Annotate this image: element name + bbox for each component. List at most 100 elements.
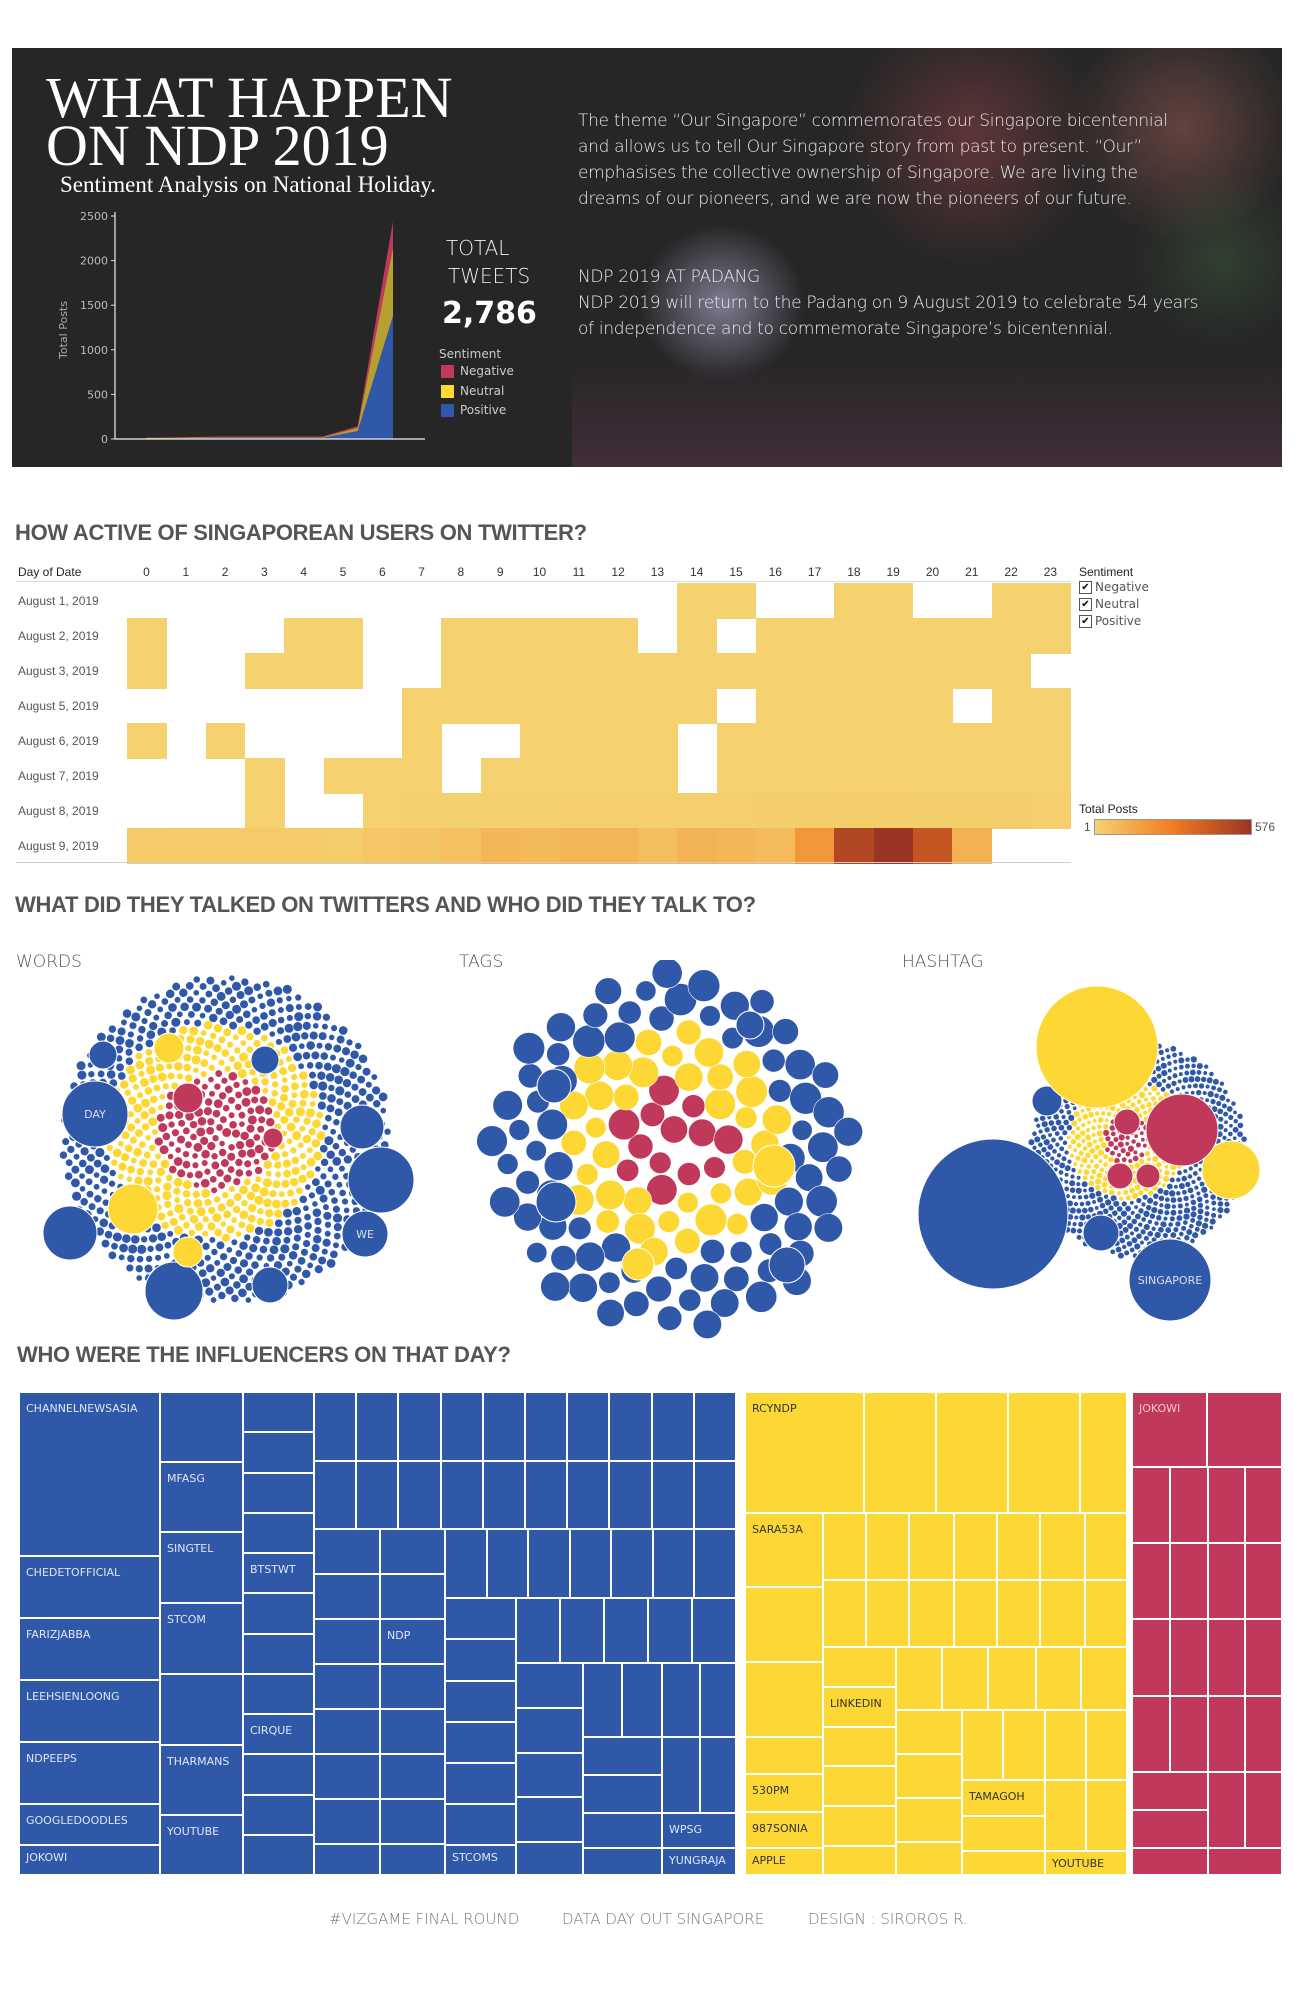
heatmap-cell[interactable] bbox=[323, 653, 364, 689]
heatmap-cell[interactable] bbox=[480, 793, 521, 829]
heatmap-cell[interactable] bbox=[520, 723, 560, 759]
treemap-cell[interactable] bbox=[398, 1392, 441, 1461]
treemap-cell[interactable] bbox=[1086, 1780, 1127, 1851]
treemap-cell[interactable] bbox=[692, 1598, 736, 1663]
heatmap-cell[interactable] bbox=[637, 828, 678, 864]
treemap-cell[interactable] bbox=[823, 1846, 896, 1875]
treemap-cell[interactable] bbox=[1086, 1710, 1127, 1780]
heatmap-cell[interactable] bbox=[873, 793, 914, 829]
checkbox[interactable]: ✔ bbox=[1079, 598, 1092, 611]
heatmap-cell[interactable] bbox=[952, 828, 993, 864]
treemap-cell[interactable] bbox=[583, 1848, 662, 1875]
heatmap-cell[interactable] bbox=[834, 583, 875, 619]
heatmap-cell[interactable] bbox=[716, 828, 757, 864]
treemap-cell[interactable] bbox=[988, 1647, 1036, 1710]
treemap-cell[interactable] bbox=[693, 1461, 736, 1529]
heatmap-cell[interactable] bbox=[991, 758, 1032, 794]
treemap-cell[interactable] bbox=[567, 1461, 610, 1529]
treemap-cell[interactable] bbox=[651, 1461, 694, 1529]
heatmap-cell[interactable] bbox=[244, 828, 285, 864]
treemap-cell[interactable] bbox=[1081, 1647, 1127, 1710]
heatmap-cell[interactable] bbox=[598, 723, 639, 759]
heatmap-cell[interactable] bbox=[480, 618, 521, 654]
heatmap-cell[interactable] bbox=[598, 688, 639, 724]
heatmap-cell[interactable] bbox=[637, 723, 678, 759]
heatmap-cell[interactable] bbox=[323, 618, 364, 654]
heatmap-cell[interactable] bbox=[913, 688, 953, 724]
treemap-cell[interactable] bbox=[909, 1580, 954, 1647]
heatmap-cell[interactable] bbox=[913, 828, 953, 864]
heatmap-cell[interactable] bbox=[1030, 688, 1071, 724]
heatmap-cell[interactable] bbox=[677, 688, 717, 724]
treemap-cell[interactable] bbox=[962, 1851, 1045, 1875]
heatmap-cell[interactable] bbox=[873, 688, 914, 724]
treemap-cell[interactable] bbox=[440, 1392, 483, 1461]
treemap-cell[interactable] bbox=[896, 1842, 962, 1875]
treemap-cell[interactable] bbox=[866, 1513, 909, 1580]
treemap-cell[interactable]: YOUTUBE bbox=[1045, 1851, 1127, 1875]
treemap-cell[interactable] bbox=[243, 1593, 314, 1634]
treemap-cell[interactable] bbox=[823, 1647, 896, 1687]
heatmap-cell[interactable] bbox=[362, 828, 403, 864]
treemap-cell[interactable] bbox=[445, 1681, 516, 1722]
heatmap-cell[interactable] bbox=[520, 618, 560, 654]
treemap-cell[interactable] bbox=[1208, 1543, 1245, 1619]
heatmap-cell[interactable] bbox=[520, 758, 560, 794]
treemap-cell[interactable] bbox=[693, 1392, 736, 1461]
treemap-cell[interactable] bbox=[823, 1513, 866, 1580]
heatmap-cell[interactable] bbox=[480, 828, 521, 864]
treemap-cell[interactable] bbox=[160, 1392, 243, 1462]
heatmap-cell[interactable] bbox=[362, 793, 403, 829]
heatmap-cell[interactable] bbox=[559, 653, 600, 689]
heatmap-cell[interactable] bbox=[991, 618, 1032, 654]
treemap-cell[interactable] bbox=[314, 1799, 380, 1844]
treemap-cell[interactable]: BTSTWT bbox=[243, 1553, 314, 1594]
heatmap-cell[interactable] bbox=[127, 828, 167, 864]
heatmap-cell[interactable] bbox=[991, 583, 1032, 619]
heatmap-cell[interactable] bbox=[952, 793, 993, 829]
heatmap-cell[interactable] bbox=[991, 688, 1032, 724]
heatmap-cell[interactable] bbox=[755, 618, 796, 654]
treemap-cell[interactable] bbox=[314, 1844, 380, 1875]
treemap-cell[interactable] bbox=[380, 1754, 445, 1799]
heatmap-cell[interactable] bbox=[873, 653, 914, 689]
heatmap-cell[interactable] bbox=[952, 758, 993, 794]
treemap-cell[interactable] bbox=[516, 1753, 583, 1797]
treemap-cell[interactable] bbox=[823, 1727, 896, 1766]
treemap-cell[interactable]: RCYNDP bbox=[745, 1392, 864, 1513]
treemap-cell[interactable] bbox=[1208, 1848, 1282, 1875]
treemap-cell[interactable] bbox=[356, 1392, 399, 1461]
treemap-cell[interactable] bbox=[583, 1663, 622, 1737]
heatmap-cell[interactable] bbox=[1030, 793, 1071, 829]
treemap-cell[interactable] bbox=[962, 1816, 1045, 1851]
treemap-cell[interactable] bbox=[1132, 1543, 1170, 1619]
heatmap-cell[interactable] bbox=[873, 723, 914, 759]
heatmap-cell[interactable] bbox=[244, 793, 285, 829]
heatmap-cell[interactable] bbox=[559, 758, 600, 794]
treemap-cell[interactable]: 987SONIA bbox=[745, 1812, 823, 1848]
treemap-cell[interactable] bbox=[896, 1647, 942, 1710]
heatmap-cell[interactable] bbox=[127, 653, 167, 689]
treemap-cell[interactable] bbox=[380, 1664, 445, 1709]
heatmap-cell[interactable] bbox=[637, 793, 678, 829]
heatmap-cell[interactable] bbox=[441, 828, 482, 864]
heatmap-cell[interactable] bbox=[834, 688, 875, 724]
heatmap-cell[interactable] bbox=[244, 758, 285, 794]
heatmap-cell[interactable] bbox=[716, 653, 757, 689]
sentiment-filter-neutral[interactable]: ✔ Neutral bbox=[1079, 597, 1149, 614]
heatmap-cell[interactable] bbox=[559, 828, 600, 864]
heatmap-cell[interactable] bbox=[755, 688, 796, 724]
treemap-cell[interactable] bbox=[648, 1598, 692, 1663]
treemap-cell[interactable]: NDP bbox=[380, 1619, 445, 1664]
treemap-cell[interactable] bbox=[662, 1663, 700, 1737]
treemap-cell[interactable] bbox=[528, 1529, 570, 1598]
treemap-cell[interactable]: LEEHSIENLOONG bbox=[19, 1680, 160, 1742]
treemap-cell[interactable] bbox=[516, 1797, 583, 1842]
treemap-cell[interactable] bbox=[1085, 1513, 1127, 1580]
treemap-cell[interactable] bbox=[356, 1461, 399, 1529]
heatmap-cell[interactable] bbox=[952, 618, 993, 654]
treemap-cell[interactable] bbox=[567, 1392, 610, 1461]
heatmap-cell[interactable] bbox=[127, 723, 167, 759]
heatmap-cell[interactable] bbox=[480, 653, 521, 689]
treemap-cell[interactable] bbox=[1045, 1780, 1086, 1851]
